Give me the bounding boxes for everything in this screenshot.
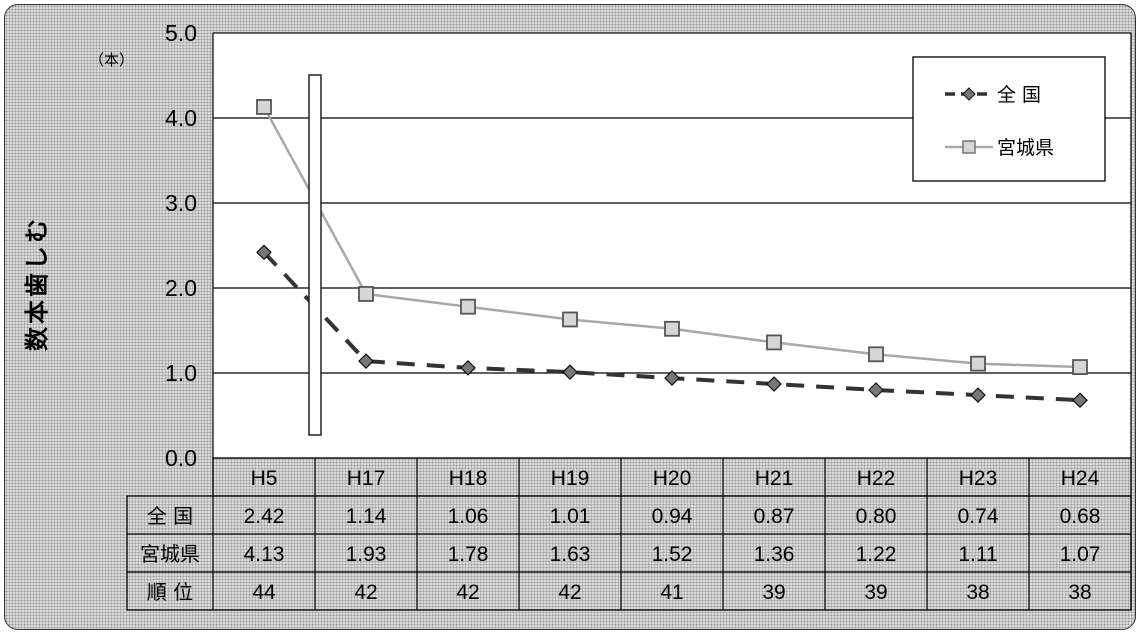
data-label-1: 1.63 xyxy=(550,543,591,566)
y-tick-label: 2.0 xyxy=(165,275,197,301)
data-label-0: 1.06 xyxy=(448,505,489,528)
data-point-1 xyxy=(358,286,374,302)
data-point-0 xyxy=(562,364,578,380)
y-axis-title-char: 数 xyxy=(23,326,51,351)
series-layer xyxy=(256,99,1088,409)
data-label-1: 1.52 xyxy=(652,543,693,566)
row-header: 宮城県 xyxy=(140,542,200,566)
data-label-0: 0.87 xyxy=(754,505,795,528)
rank-value: 42 xyxy=(456,581,479,604)
rank-value: 42 xyxy=(354,581,377,604)
legend-marker-1 xyxy=(962,140,976,154)
legend-marker-0 xyxy=(962,87,976,101)
rank-value: 38 xyxy=(966,581,989,604)
category-label: H20 xyxy=(653,467,692,490)
data-label-0: 0.68 xyxy=(1060,505,1101,528)
y-axis-title-char: 本 xyxy=(23,300,51,324)
data-point-1 xyxy=(664,320,680,337)
data-label-0: 2.42 xyxy=(244,505,285,528)
data-label-1: 1.36 xyxy=(754,543,795,566)
y-axis-title-char: む xyxy=(23,219,51,243)
data-point-0 xyxy=(868,382,884,398)
category-label: H18 xyxy=(449,467,488,490)
data-point-1 xyxy=(256,99,272,115)
data-point-1 xyxy=(1072,359,1088,375)
y-tick-label: 5.0 xyxy=(165,20,197,46)
data-point-1 xyxy=(868,346,884,363)
category-label: H19 xyxy=(551,467,590,490)
unit-label: （本） xyxy=(89,51,134,69)
axis-break-bar xyxy=(308,74,322,436)
y-axis-title-char: し xyxy=(23,246,51,270)
rank-value: 39 xyxy=(864,581,887,604)
category-label: H23 xyxy=(959,467,998,490)
data-point-0 xyxy=(460,360,476,376)
data-point-0 xyxy=(664,370,680,386)
data-point-1 xyxy=(562,311,578,328)
category-label: H5 xyxy=(251,467,278,490)
legend-label-0: 全 国 xyxy=(997,84,1041,106)
axis-break xyxy=(308,74,322,436)
data-point-1 xyxy=(460,298,476,315)
y-tick-label: 4.0 xyxy=(165,105,197,131)
chart-frame: 0.0 1.0 2.0 3.0 4.0 5.0 （本） むし歯本数 全 国宮城県 H5 H1… xyxy=(4,4,1136,630)
y-axis: 0.0 1.0 2.0 3.0 4.0 5.0 xyxy=(165,20,197,471)
rank-value: 41 xyxy=(660,581,683,604)
data-label-0: 0.80 xyxy=(856,505,897,528)
category-label: H21 xyxy=(755,467,794,490)
category-label: H17 xyxy=(347,467,386,490)
y-tick-label: 0.0 xyxy=(165,445,197,471)
rank-value: 42 xyxy=(558,581,581,604)
data-point-1 xyxy=(766,334,782,351)
rank-value: 44 xyxy=(252,581,276,604)
y-axis-title-char: 歯 xyxy=(23,273,51,297)
data-label-0: 1.01 xyxy=(550,505,591,528)
rank-value: 39 xyxy=(762,581,785,604)
legend-box xyxy=(912,56,1106,182)
data-point-0 xyxy=(358,353,374,369)
data-label-1: 4.13 xyxy=(244,543,285,566)
data-point-1 xyxy=(970,355,986,372)
y-tick-label: 3.0 xyxy=(165,190,197,216)
legend-label-1: 宮城県 xyxy=(997,137,1054,159)
y-tick-label: 1.0 xyxy=(165,360,197,386)
row-header: 順 位 xyxy=(147,580,193,604)
row-header: 全 国 xyxy=(147,504,193,528)
data-point-0 xyxy=(766,376,782,392)
data-label-1: 1.11 xyxy=(958,543,997,566)
data-point-0 xyxy=(1072,392,1088,409)
category-label: H22 xyxy=(857,467,896,490)
category-label: H24 xyxy=(1061,467,1100,490)
data-label-1: 1.07 xyxy=(1060,543,1101,566)
data-point-0 xyxy=(256,244,272,261)
rank-value: 38 xyxy=(1068,581,1091,604)
data-label-1: 1.78 xyxy=(448,543,489,566)
data-point-0 xyxy=(970,387,986,403)
data-label-0: 0.74 xyxy=(958,505,999,528)
data-label-1: 1.93 xyxy=(346,543,387,566)
data-label-0: 1.14 xyxy=(346,505,387,528)
data-label-0: 0.94 xyxy=(652,505,693,528)
data-label-1: 1.22 xyxy=(856,543,897,566)
